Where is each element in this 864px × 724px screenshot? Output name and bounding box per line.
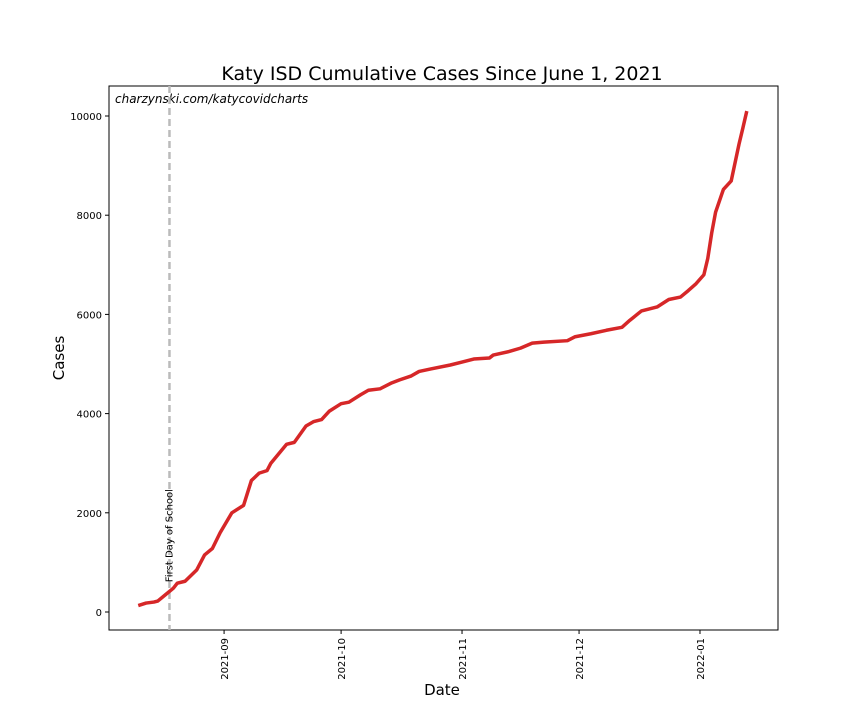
x-tick-label: 2021-10 (337, 638, 348, 680)
first-day-label: First Day of School (164, 489, 175, 582)
y-tick-label: 10000 (70, 112, 102, 123)
y-tick-label: 8000 (77, 211, 102, 222)
x-tick-label: 2022-01 (696, 638, 707, 680)
x-tick-label: 2021-09 (220, 638, 231, 680)
plot-frame (108, 85, 779, 631)
chart-title: Katy ISD Cumulative Cases Since June 1, … (221, 63, 662, 85)
cases-line (137, 110, 749, 608)
y-tick-label: 2000 (77, 509, 102, 520)
y-tick-label: 6000 (77, 310, 102, 321)
source-note: charzynski.com/katycovidcharts (115, 92, 308, 106)
y-tick-label: 4000 (77, 410, 102, 421)
y-axis-label: Cases (50, 336, 68, 381)
x-tick-label: 2021-12 (575, 638, 586, 680)
x-axis-label: Date (424, 681, 460, 699)
y-tick-label: 0 (96, 608, 102, 619)
x-tick-label: 2021-11 (458, 638, 469, 680)
